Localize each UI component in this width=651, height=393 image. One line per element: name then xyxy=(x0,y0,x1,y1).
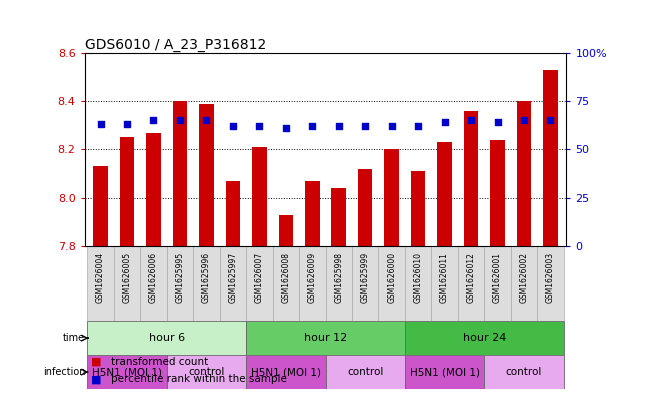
Bar xyxy=(378,246,405,321)
Bar xyxy=(326,246,352,321)
Bar xyxy=(173,101,187,246)
Bar xyxy=(405,321,564,355)
Text: GSM1625999: GSM1625999 xyxy=(361,252,370,303)
Text: H5N1 (MOI 1): H5N1 (MOI 1) xyxy=(409,367,480,377)
Bar xyxy=(458,246,484,321)
Bar xyxy=(543,70,558,246)
Bar xyxy=(273,246,299,321)
Bar xyxy=(464,111,478,246)
Text: GSM1626003: GSM1626003 xyxy=(546,252,555,303)
Bar xyxy=(405,355,484,389)
Text: hour 6: hour 6 xyxy=(148,333,185,343)
Bar xyxy=(384,149,399,246)
Bar xyxy=(279,215,293,246)
Text: GSM1626012: GSM1626012 xyxy=(467,252,476,303)
Point xyxy=(413,123,423,129)
Point xyxy=(201,118,212,124)
Text: GSM1625996: GSM1625996 xyxy=(202,252,211,303)
Text: GSM1625997: GSM1625997 xyxy=(229,252,238,303)
Bar xyxy=(517,101,531,246)
Point xyxy=(387,123,397,129)
Text: H5N1 (MOI 1): H5N1 (MOI 1) xyxy=(251,367,321,377)
Text: ■: ■ xyxy=(91,356,102,367)
Bar xyxy=(305,181,320,246)
Text: control: control xyxy=(347,367,383,377)
Point xyxy=(174,118,185,124)
Bar xyxy=(246,321,405,355)
Text: control: control xyxy=(506,367,542,377)
Bar xyxy=(246,355,326,389)
Text: GSM1626010: GSM1626010 xyxy=(413,252,422,303)
Bar xyxy=(511,246,537,321)
Point xyxy=(95,121,105,127)
Text: infection: infection xyxy=(43,367,85,377)
Text: GSM1626006: GSM1626006 xyxy=(149,252,158,303)
Bar xyxy=(167,246,193,321)
Text: transformed count: transformed count xyxy=(111,356,208,367)
Text: GSM1626005: GSM1626005 xyxy=(122,252,132,303)
Bar xyxy=(537,246,564,321)
Bar xyxy=(219,246,246,321)
Bar xyxy=(167,355,246,389)
Text: GSM1626002: GSM1626002 xyxy=(519,252,529,303)
Text: GSM1626000: GSM1626000 xyxy=(387,252,396,303)
Point xyxy=(148,118,159,124)
Point xyxy=(307,123,318,129)
Text: GSM1626001: GSM1626001 xyxy=(493,252,502,303)
Bar xyxy=(484,355,564,389)
Bar xyxy=(299,246,326,321)
Text: percentile rank within the sample: percentile rank within the sample xyxy=(111,374,286,384)
Text: GSM1626011: GSM1626011 xyxy=(440,252,449,303)
Text: GSM1625998: GSM1625998 xyxy=(334,252,343,303)
Text: H5N1 (MOI 1): H5N1 (MOI 1) xyxy=(92,367,162,377)
Text: GSM1626009: GSM1626009 xyxy=(308,252,317,303)
Bar xyxy=(358,169,372,246)
Bar xyxy=(432,246,458,321)
Bar xyxy=(411,171,425,246)
Bar xyxy=(352,246,378,321)
Bar xyxy=(87,321,246,355)
Bar xyxy=(246,246,273,321)
Bar xyxy=(120,138,134,246)
Bar xyxy=(252,147,267,246)
Bar xyxy=(87,355,167,389)
Point xyxy=(228,123,238,129)
Bar xyxy=(326,355,405,389)
Bar xyxy=(484,246,511,321)
Point xyxy=(254,123,264,129)
Point xyxy=(333,123,344,129)
Point xyxy=(519,118,529,124)
Bar xyxy=(193,246,219,321)
Text: hour 12: hour 12 xyxy=(304,333,347,343)
Point xyxy=(360,123,370,129)
Bar xyxy=(331,188,346,246)
Bar xyxy=(87,246,114,321)
Point xyxy=(466,118,477,124)
Text: hour 24: hour 24 xyxy=(463,333,506,343)
Text: time: time xyxy=(63,333,85,343)
Point xyxy=(546,118,556,124)
Bar xyxy=(199,104,214,246)
Bar xyxy=(146,132,161,246)
Text: GSM1626007: GSM1626007 xyxy=(255,252,264,303)
Text: GSM1625995: GSM1625995 xyxy=(175,252,184,303)
Text: GSM1626008: GSM1626008 xyxy=(281,252,290,303)
Point xyxy=(492,119,503,126)
Bar xyxy=(490,140,505,246)
Bar xyxy=(114,246,140,321)
Point xyxy=(281,125,291,131)
Bar xyxy=(405,246,432,321)
Text: ■: ■ xyxy=(91,374,102,384)
Bar xyxy=(226,181,240,246)
Bar xyxy=(437,142,452,246)
Bar xyxy=(93,166,108,246)
Text: control: control xyxy=(188,367,225,377)
Text: GSM1626004: GSM1626004 xyxy=(96,252,105,303)
Bar xyxy=(140,246,167,321)
Point xyxy=(439,119,450,126)
Point xyxy=(122,121,132,127)
Text: GDS6010 / A_23_P316812: GDS6010 / A_23_P316812 xyxy=(85,38,266,52)
